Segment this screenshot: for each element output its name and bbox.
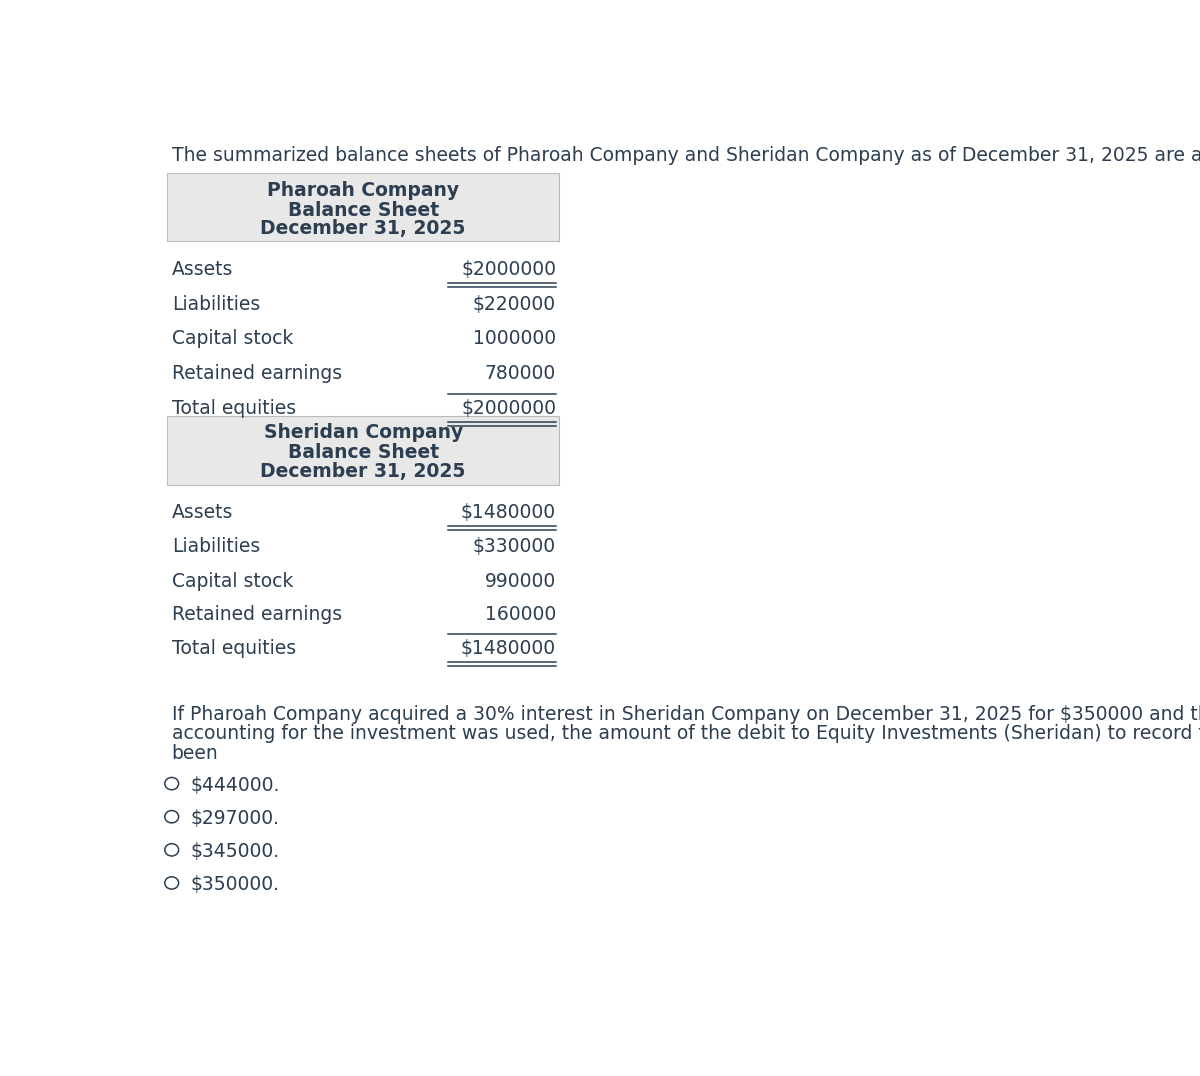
Text: 1000000: 1000000 [473, 329, 556, 349]
Text: Assets: Assets [172, 260, 233, 279]
Text: $350000.: $350000. [191, 875, 280, 894]
Text: If Pharoah Company acquired a 30% interest in Sheridan Company on December 31, 2: If Pharoah Company acquired a 30% intere… [172, 705, 1200, 724]
Bar [167, 416, 559, 485]
Text: $345000.: $345000. [191, 843, 280, 861]
Text: been: been [172, 744, 218, 763]
Text: $1480000: $1480000 [461, 502, 556, 522]
Text: $444000.: $444000. [191, 776, 280, 795]
Text: $330000: $330000 [473, 537, 556, 556]
Text: Pharoah Company: Pharoah Company [268, 182, 460, 200]
Text: Assets: Assets [172, 502, 233, 522]
Text: 780000: 780000 [485, 364, 556, 383]
Bar [167, 173, 559, 241]
Text: December 31, 2025: December 31, 2025 [260, 462, 466, 481]
Text: Total equities: Total equities [172, 398, 296, 417]
Text: Sheridan Company: Sheridan Company [264, 423, 463, 442]
Text: accounting for the investment was used, the amount of the debit to Equity Invest: accounting for the investment was used, … [172, 724, 1200, 744]
Text: $1480000: $1480000 [461, 639, 556, 657]
Text: $297000.: $297000. [191, 809, 280, 829]
Text: The summarized balance sheets of Pharoah Company and Sheridan Company as of Dece: The summarized balance sheets of Pharoah… [172, 146, 1200, 165]
Text: Liabilities: Liabilities [172, 295, 260, 314]
Text: Retained earnings: Retained earnings [172, 605, 342, 624]
Text: Liabilities: Liabilities [172, 537, 260, 556]
Text: Capital stock: Capital stock [172, 329, 293, 349]
Text: $2000000: $2000000 [461, 260, 556, 279]
Text: 160000: 160000 [485, 605, 556, 624]
Text: $2000000: $2000000 [461, 398, 556, 417]
Text: Balance Sheet: Balance Sheet [288, 443, 439, 463]
Text: 990000: 990000 [485, 571, 556, 591]
Text: Total equities: Total equities [172, 639, 296, 657]
Text: December 31, 2025: December 31, 2025 [260, 220, 466, 238]
Text: Capital stock: Capital stock [172, 571, 293, 591]
Text: $220000: $220000 [473, 295, 556, 314]
Text: Balance Sheet: Balance Sheet [288, 201, 439, 220]
Text: Retained earnings: Retained earnings [172, 364, 342, 383]
